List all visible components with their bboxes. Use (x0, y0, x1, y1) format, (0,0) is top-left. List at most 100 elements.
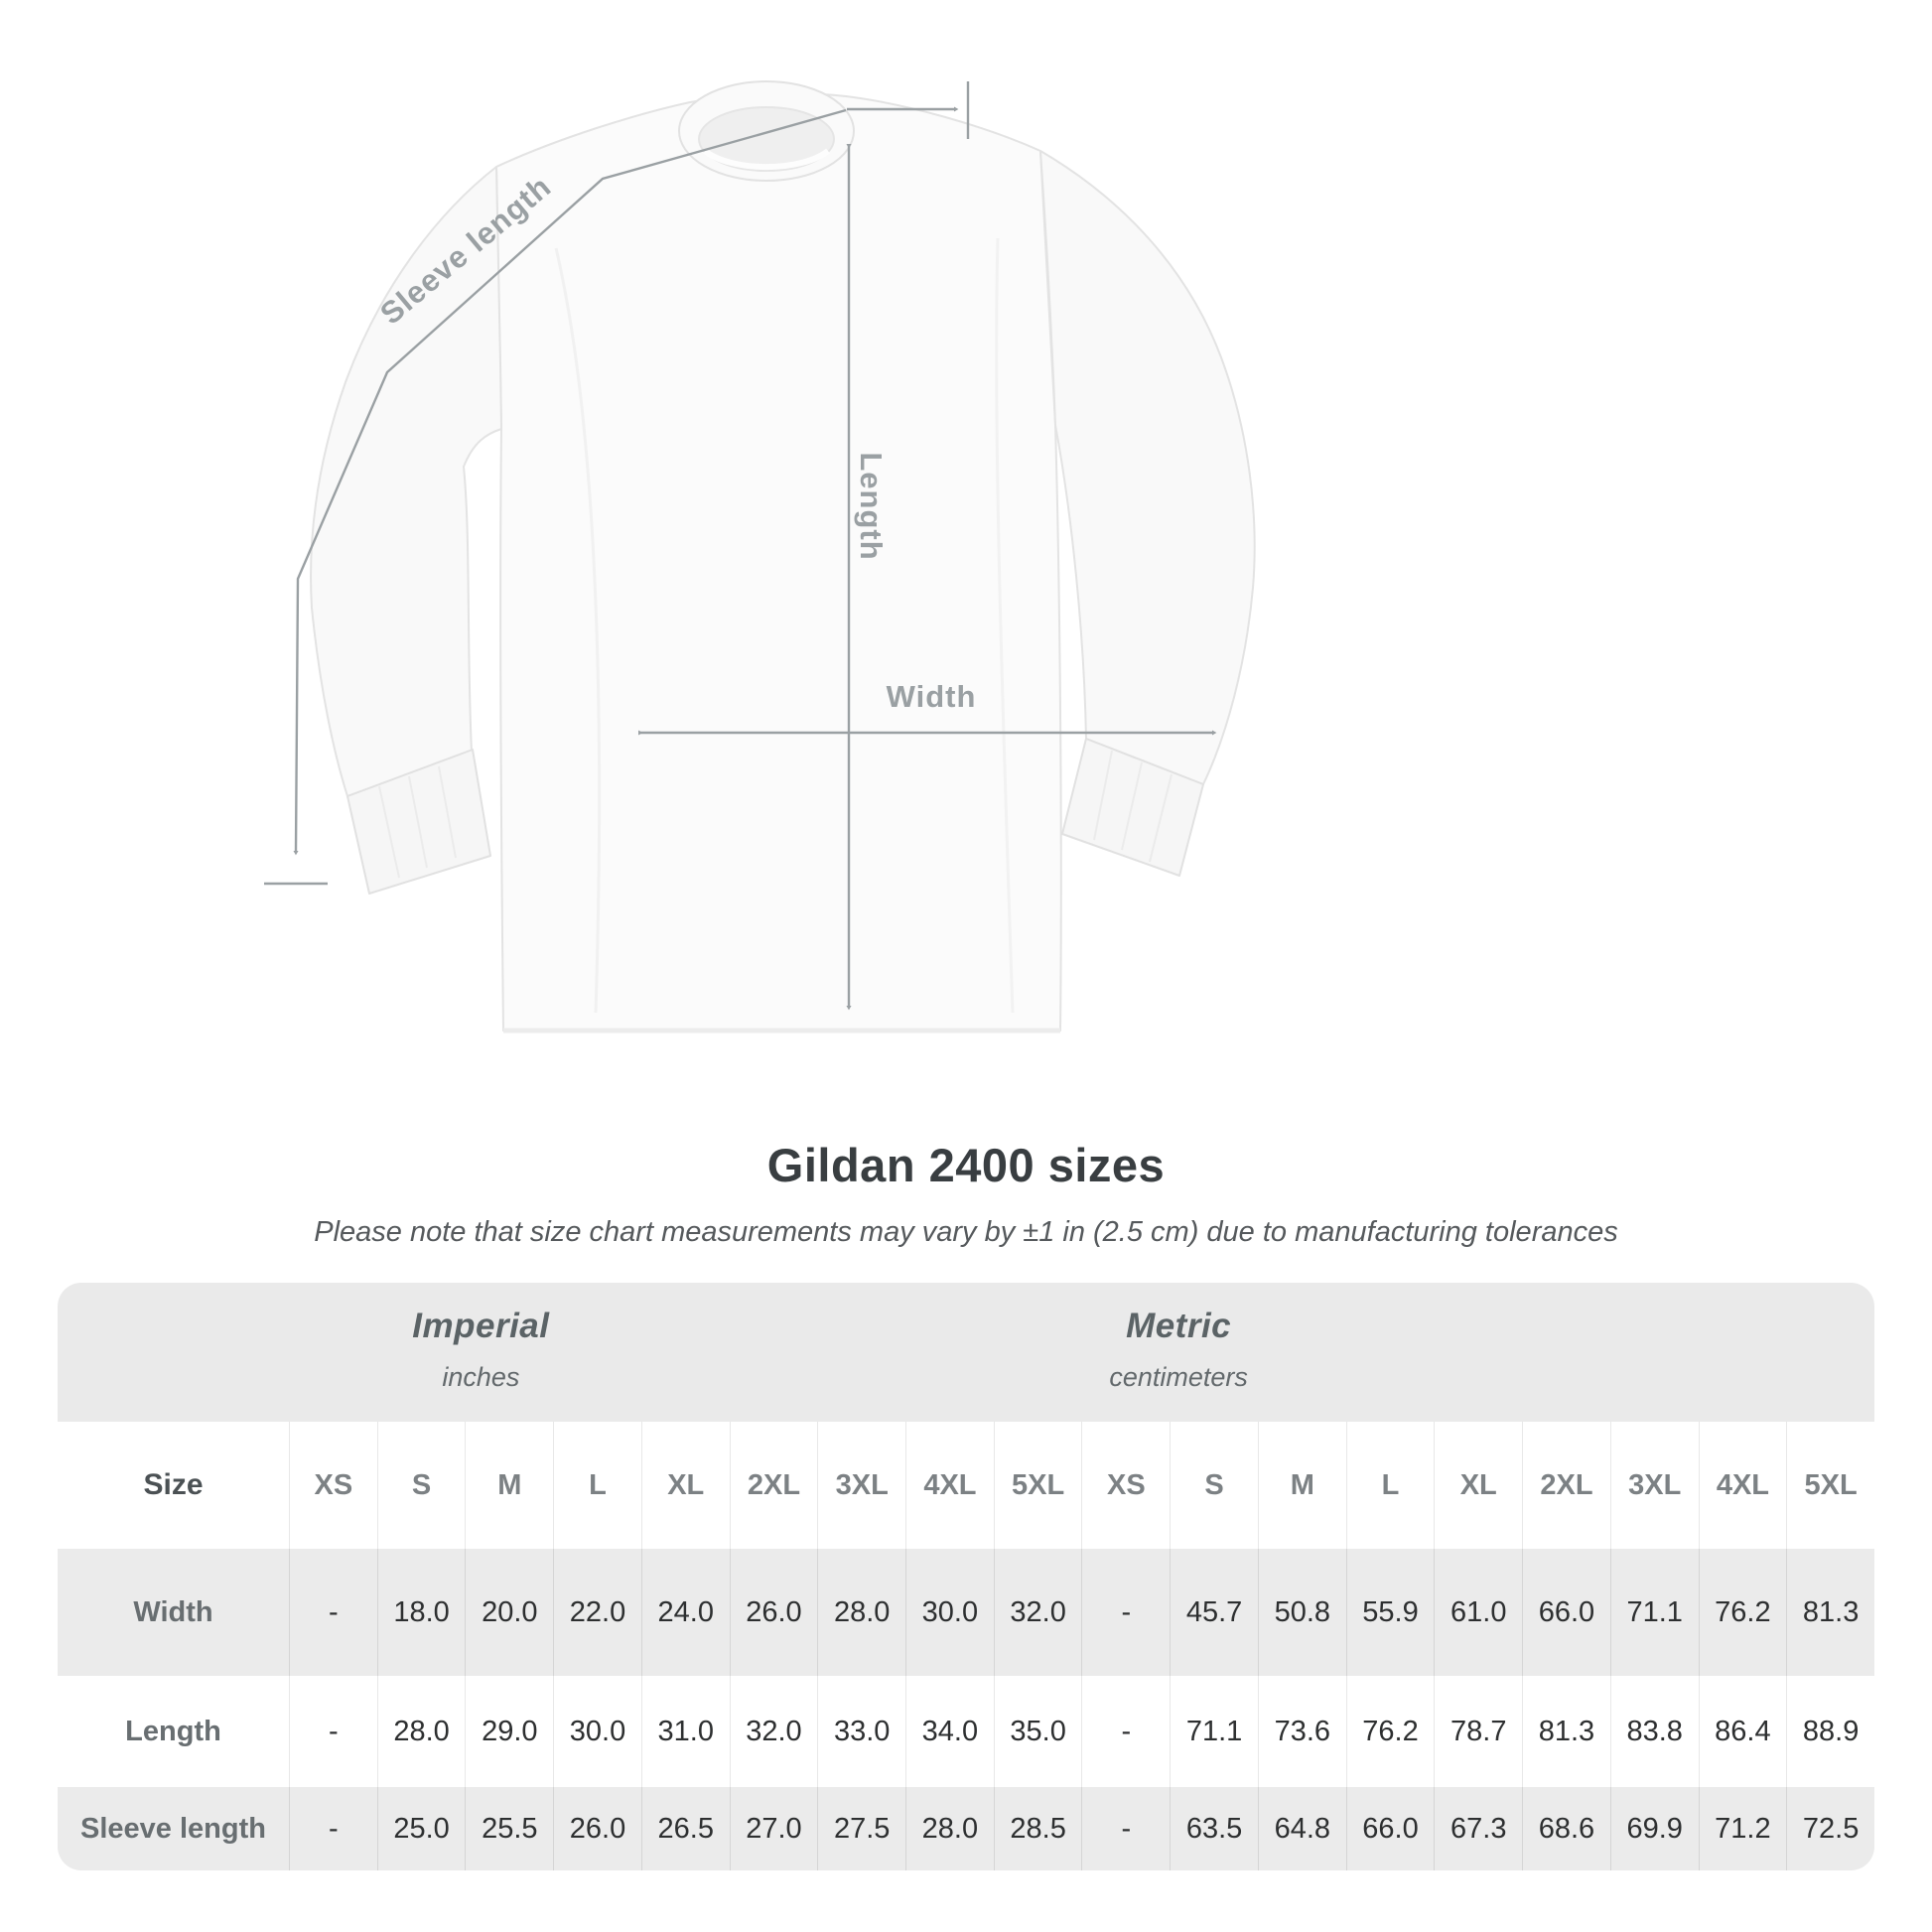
size-header: S (1204, 1468, 1224, 1501)
measurement-value: 76.2 (1715, 1595, 1771, 1628)
measurement-value: 26.0 (569, 1812, 626, 1845)
shirt-illustration (310, 80, 1256, 1034)
measurement-value-cell: 61.0 (1434, 1549, 1522, 1676)
size-header: M (497, 1468, 522, 1501)
shirt-body (495, 92, 1062, 1032)
page-subtitle: Please note that size chart measurements… (314, 1216, 1618, 1248)
measurement-value: 88.9 (1802, 1715, 1860, 1747)
size-header-cell: S (376, 1422, 466, 1549)
measurement-value: - (1121, 1812, 1132, 1845)
size-header-cell: XL (640, 1422, 730, 1549)
size-header-row: Size XS S M L XL 2XL 3XL 4XL 5XL XS S M L XL 2XL 3XL 4XL 5… (58, 1422, 1874, 1549)
measurement-value-cell: 29.0 (465, 1676, 553, 1787)
measurement-annotations (264, 81, 1213, 1007)
measurement-value-cell: 20.0 (465, 1549, 553, 1676)
size-header: L (589, 1468, 607, 1501)
measurement-value: 27.0 (746, 1812, 802, 1845)
measurement-value-cell: 81.3 (1786, 1549, 1874, 1676)
measurement-value-cell: 76.2 (1345, 1676, 1435, 1787)
size-header: 3XL (1628, 1468, 1682, 1501)
measurement-value: 63.5 (1185, 1812, 1243, 1845)
measurement-value: 67.3 (1450, 1812, 1507, 1845)
measurement-value-cell: 71.2 (1698, 1787, 1787, 1870)
size-header: 5XL (1012, 1468, 1065, 1501)
measurement-value: 81.3 (1538, 1715, 1595, 1747)
row-label-cell: Length (58, 1676, 289, 1787)
measurement-value-cell: 32.0 (993, 1549, 1082, 1676)
measurement-value: 78.7 (1450, 1715, 1507, 1747)
size-header-cell: M (465, 1422, 553, 1549)
row-label: Width (133, 1595, 213, 1628)
measurement-value-cell: 64.8 (1257, 1787, 1346, 1870)
width-label: Width (887, 679, 977, 714)
measurement-value: 28.0 (921, 1812, 979, 1845)
measurement-value: 45.7 (1185, 1595, 1243, 1628)
measurement-value-cell: 28.0 (376, 1676, 466, 1787)
measurement-value-cell: 26.0 (729, 1549, 818, 1676)
measurement-value-cell: 73.6 (1257, 1676, 1346, 1787)
sleeve-measure-line (296, 108, 847, 852)
size-header-cell: XS (1081, 1422, 1170, 1549)
measurement-value-cell: 27.5 (817, 1787, 905, 1870)
measurement-value-cell: 72.5 (1786, 1787, 1874, 1870)
size-column-header: Size (143, 1468, 204, 1501)
size-header-cell: L (1345, 1422, 1435, 1549)
measurement-value: 18.0 (393, 1595, 450, 1628)
measurement-grid: Size XS S M L XL 2XL 3XL 4XL 5XL XS S M L XL 2XL 3XL 4XL 5… (58, 1422, 1874, 1870)
size-header-cell: M (1257, 1422, 1346, 1549)
measurement-value: - (329, 1812, 339, 1845)
measurement-value-cell: 34.0 (905, 1676, 994, 1787)
size-header-cell: 5XL (993, 1422, 1082, 1549)
measurement-value-cell: 18.0 (376, 1549, 466, 1676)
measurement-value-cell: 45.7 (1170, 1549, 1258, 1676)
measurement-value-cell: - (289, 1676, 377, 1787)
measurement-value: 25.5 (482, 1812, 538, 1845)
measurement-value-cell: 66.0 (1522, 1549, 1610, 1676)
measurement-value: 76.2 (1362, 1715, 1419, 1747)
measurement-value-cell: 71.1 (1609, 1549, 1699, 1676)
row-label-cell: Sleeve length (58, 1787, 289, 1870)
shirt-left-sleeve (310, 166, 502, 797)
size-header: 4XL (1716, 1468, 1769, 1501)
measurement-row-length: Length - 28.0 29.0 30.0 31.0 32.0 33.0 34.0 35.0 -… (58, 1676, 1874, 1787)
measurement-value-cell: 68.6 (1522, 1787, 1610, 1870)
measurement-value: - (1121, 1595, 1132, 1628)
measurement-value: 71.1 (1185, 1715, 1243, 1747)
measurement-value: 30.0 (921, 1595, 979, 1628)
measurement-value: 27.5 (833, 1812, 891, 1845)
size-header-cell: 2XL (729, 1422, 818, 1549)
measurement-value: 86.4 (1715, 1715, 1771, 1747)
size-header: XL (1459, 1468, 1497, 1501)
size-header-cell: L (553, 1422, 641, 1549)
unit-group-metric: Metric centimeters (1109, 1307, 1248, 1393)
measurement-value: 32.0 (1010, 1595, 1066, 1628)
measurement-value-cell: 81.3 (1522, 1676, 1610, 1787)
size-header-cell: 2XL (1522, 1422, 1610, 1549)
size-header: 3XL (835, 1468, 889, 1501)
measurement-value: 28.0 (393, 1715, 450, 1747)
measurement-value: 28.0 (833, 1595, 891, 1628)
size-header-cell: 5XL (1786, 1422, 1874, 1549)
measurement-value: 26.5 (657, 1812, 714, 1845)
measurement-value-cell: 24.0 (640, 1549, 730, 1676)
shirt-right-cuff (1061, 738, 1204, 877)
size-header-cell: XL (1434, 1422, 1522, 1549)
measurement-value: 25.0 (393, 1812, 450, 1845)
measurement-value-cell: 63.5 (1170, 1787, 1258, 1870)
metric-unit-label: centimeters (1109, 1362, 1248, 1392)
measurement-value: 69.9 (1626, 1812, 1683, 1845)
measurement-value-cell: 66.0 (1345, 1787, 1435, 1870)
size-header-cell: 4XL (905, 1422, 994, 1549)
measurement-value-cell: 76.2 (1698, 1549, 1787, 1676)
unit-group-imperial: Imperial inches (412, 1307, 549, 1393)
size-header: M (1290, 1468, 1314, 1501)
measurement-value: - (329, 1715, 339, 1747)
metric-label: Metric (1126, 1307, 1232, 1345)
size-header: XS (1107, 1468, 1146, 1501)
size-column-header-cell: Size (58, 1422, 289, 1549)
measurement-value: 24.0 (657, 1595, 714, 1628)
measurement-value: 55.9 (1362, 1595, 1419, 1628)
measurement-value-cell: - (1081, 1549, 1170, 1676)
shirt-right-sleeve (1039, 150, 1256, 785)
measurement-value-cell: - (289, 1787, 377, 1870)
